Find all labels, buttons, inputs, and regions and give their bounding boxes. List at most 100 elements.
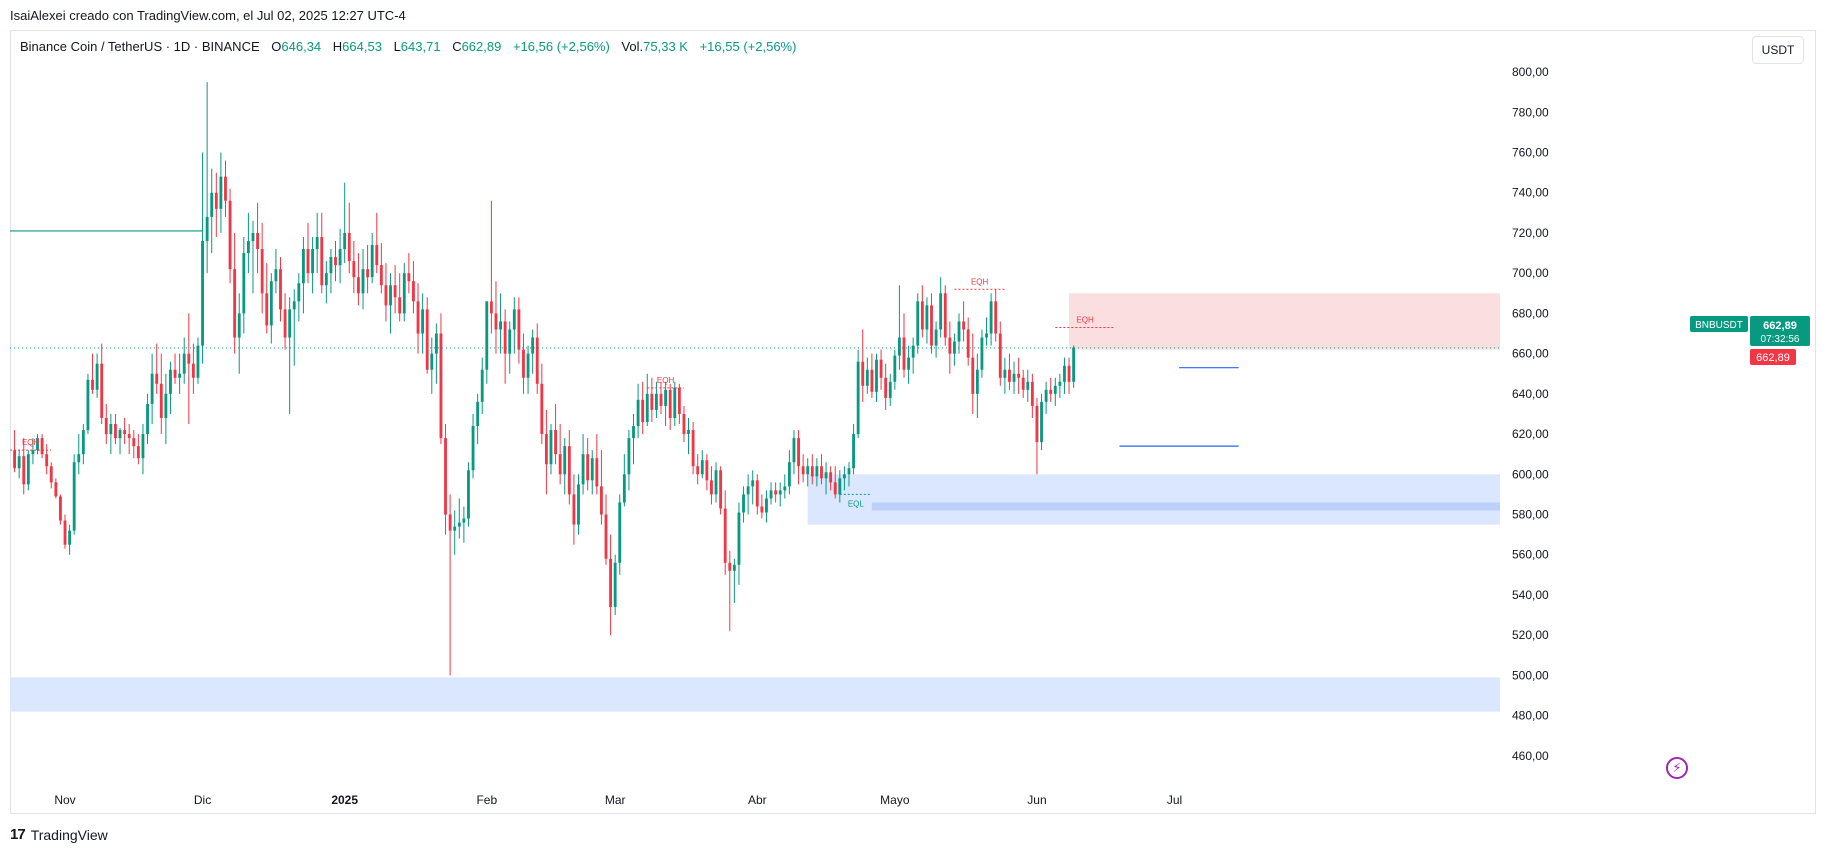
candle-body bbox=[655, 393, 658, 410]
candle-body bbox=[169, 369, 172, 394]
candle-body bbox=[164, 393, 168, 418]
price-tick-label: 800,00 bbox=[1512, 65, 1549, 79]
candle-body bbox=[1017, 373, 1021, 378]
candle-body bbox=[719, 470, 723, 509]
candle-body bbox=[398, 297, 402, 314]
candle-body bbox=[292, 301, 296, 310]
candle-body bbox=[517, 309, 521, 350]
candle-body bbox=[728, 562, 732, 571]
candle-body bbox=[577, 484, 580, 525]
candle-body bbox=[1021, 377, 1025, 390]
candle-body bbox=[22, 456, 26, 485]
candle-body bbox=[531, 337, 535, 354]
candle-body bbox=[214, 192, 218, 209]
bar-countdown: 07:32:56 bbox=[1761, 334, 1800, 345]
demand-strip-zone-1 bbox=[871, 502, 1500, 511]
candle-body bbox=[852, 434, 855, 469]
candle-body bbox=[930, 305, 933, 346]
candle-body bbox=[210, 192, 214, 217]
candle-body bbox=[641, 399, 645, 423]
candle-body bbox=[884, 377, 888, 398]
candle-body bbox=[833, 482, 837, 495]
candle-body bbox=[1040, 401, 1043, 443]
candle-body bbox=[1053, 385, 1057, 394]
candle-body bbox=[907, 357, 911, 370]
volume-value: 75,33 K bbox=[643, 39, 688, 54]
candle-body bbox=[361, 269, 365, 294]
candle-body bbox=[966, 329, 970, 358]
symbol-name[interactable]: Binance Coin / TetherUS · 1D · BINANCE bbox=[20, 39, 260, 54]
candle-body bbox=[421, 309, 425, 334]
candle-body bbox=[705, 460, 709, 481]
candle-body bbox=[269, 281, 273, 326]
price-tick-label: 520,00 bbox=[1512, 628, 1549, 642]
candle-body bbox=[191, 363, 195, 378]
candle-body bbox=[806, 466, 810, 475]
symbol-tag-box bbox=[1690, 316, 1748, 332]
candle-body bbox=[609, 558, 613, 608]
volume-label: Vol. bbox=[621, 39, 644, 54]
price-tick-label: 720,00 bbox=[1512, 226, 1549, 240]
candle-body bbox=[875, 359, 878, 392]
candle-body bbox=[104, 417, 108, 435]
candle-body bbox=[934, 329, 938, 346]
price-tick-label: 640,00 bbox=[1512, 387, 1549, 401]
candle-body bbox=[467, 470, 470, 519]
candle-body bbox=[778, 490, 782, 495]
candle-body bbox=[549, 430, 553, 465]
candle-body bbox=[453, 526, 457, 531]
candle-body bbox=[567, 446, 571, 495]
candle-body bbox=[563, 446, 567, 475]
candle-body bbox=[384, 285, 388, 306]
candle-body bbox=[338, 249, 342, 266]
candle-body bbox=[412, 281, 415, 302]
candle-body bbox=[127, 434, 131, 439]
candle-body bbox=[86, 379, 90, 431]
annotation-label: EQL bbox=[848, 499, 865, 508]
candle-body bbox=[480, 369, 484, 402]
candle-body bbox=[173, 369, 177, 378]
candle-body bbox=[599, 486, 603, 515]
candle-body bbox=[100, 363, 104, 418]
candle-body bbox=[45, 454, 49, 467]
candle-body bbox=[72, 462, 76, 531]
candle-body bbox=[242, 253, 246, 314]
candle-body bbox=[1030, 381, 1034, 406]
candle-body bbox=[856, 361, 860, 435]
candle-body bbox=[1026, 381, 1030, 390]
candle-body bbox=[838, 478, 842, 495]
candle-body bbox=[476, 401, 480, 427]
candle-body bbox=[769, 490, 773, 499]
candle-body bbox=[26, 454, 30, 485]
candle-body bbox=[787, 462, 791, 487]
candle-body bbox=[677, 387, 681, 414]
high-label: H bbox=[332, 39, 343, 54]
candle-body bbox=[237, 313, 241, 338]
change-value: +16,56 (+2,56%) bbox=[512, 39, 610, 54]
candle-body bbox=[760, 506, 764, 513]
candle-body bbox=[1008, 369, 1011, 382]
close-label: C bbox=[452, 39, 462, 54]
candle-body bbox=[228, 200, 232, 270]
low-label: L bbox=[393, 39, 401, 54]
candle-body bbox=[746, 486, 750, 495]
candle-body bbox=[916, 301, 920, 346]
candle-body bbox=[971, 357, 975, 394]
candle-body bbox=[430, 353, 434, 370]
candle-body bbox=[219, 176, 223, 209]
candle-body bbox=[645, 393, 649, 423]
lightning-icon[interactable]: ⚡ bbox=[1666, 757, 1688, 779]
candle-body bbox=[696, 466, 700, 475]
candle-body bbox=[123, 430, 127, 435]
candle-body bbox=[774, 490, 778, 495]
candle-body bbox=[664, 389, 668, 406]
tradingview-logo: 17 TradingView bbox=[10, 826, 108, 843]
candle-body bbox=[590, 458, 594, 481]
candle-body bbox=[911, 345, 915, 358]
candle-body bbox=[49, 466, 53, 483]
currency-unit-button[interactable]: USDT bbox=[1752, 36, 1804, 64]
candle-body bbox=[861, 361, 865, 386]
candle-body bbox=[508, 329, 512, 354]
candle-body bbox=[618, 502, 622, 563]
